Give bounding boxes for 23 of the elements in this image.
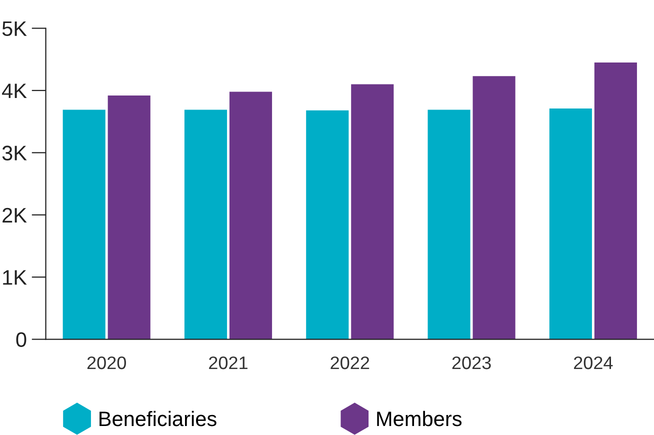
bar [229, 92, 272, 340]
bar [549, 108, 592, 340]
x-tick-label: 2022 [330, 356, 370, 370]
y-tick-label: 1K [3, 270, 27, 285]
legend-label: Members [377, 410, 462, 426]
y-tick-label: 4K [2, 84, 27, 98]
bar [428, 110, 470, 340]
bar [472, 76, 516, 340]
x-tick-label: 2023 [452, 356, 491, 370]
legend-label: Beneficiaries [100, 410, 216, 426]
bar [62, 110, 106, 340]
bar [351, 84, 394, 340]
bar [594, 62, 637, 340]
x-tick-label: 2020 [87, 356, 126, 370]
bar [306, 110, 349, 340]
x-tick-label: 2024 [574, 356, 613, 370]
bar [108, 95, 150, 340]
y-tick-label: 0 [16, 332, 26, 348]
x-tick-label: 2021 [209, 356, 248, 370]
bar [184, 110, 228, 340]
y-tick-label: 2K [2, 208, 27, 222]
y-tick-label: 5K [2, 21, 27, 36]
y-tick-label: 3K [2, 146, 27, 160]
